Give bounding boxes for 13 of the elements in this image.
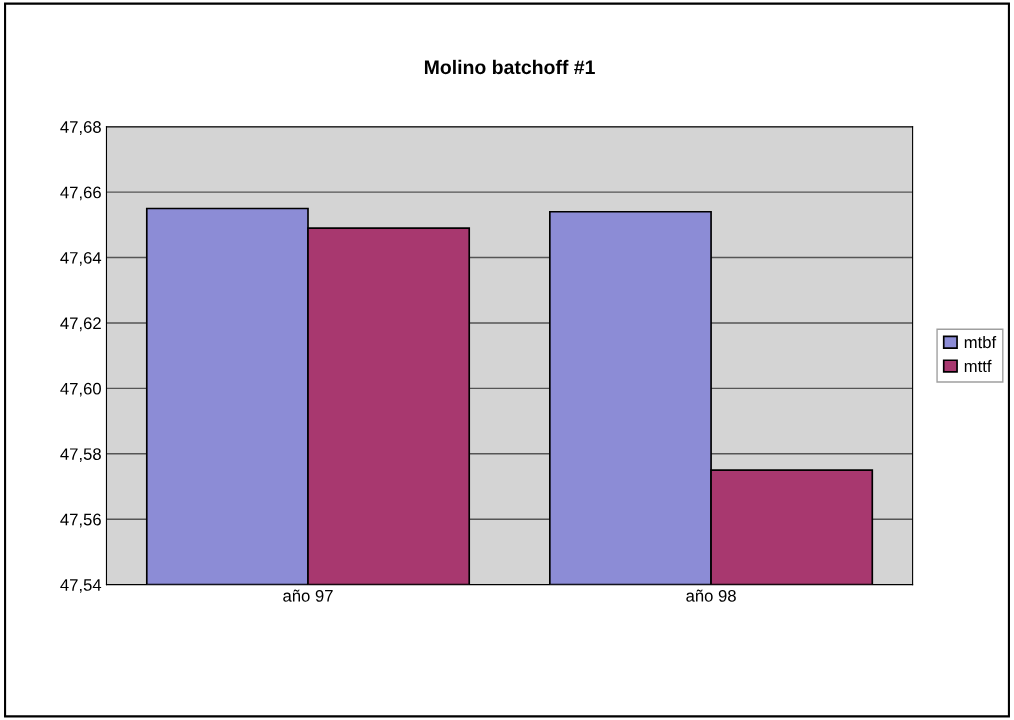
y-tick-label: 47,66 <box>60 186 101 201</box>
legend-label: mtbf <box>964 335 997 349</box>
y-tick-label: 47,58 <box>60 448 101 462</box>
y-tick-label: 47,60 <box>60 382 101 397</box>
x-tick-label: año 97 <box>283 589 333 602</box>
y-tick-label: 47,54 <box>60 579 102 593</box>
y-tick-label: 47,62 <box>60 317 101 332</box>
y-tick-label: 47,68 <box>60 121 101 135</box>
y-tick-label: 47,56 <box>60 513 101 528</box>
x-tick-label: año 98 <box>686 589 736 602</box>
y-tick-label: 47,64 <box>60 251 102 266</box>
legend-label: mttf <box>964 359 992 373</box>
chart-title: Molino batchoff #1 <box>424 59 595 75</box>
